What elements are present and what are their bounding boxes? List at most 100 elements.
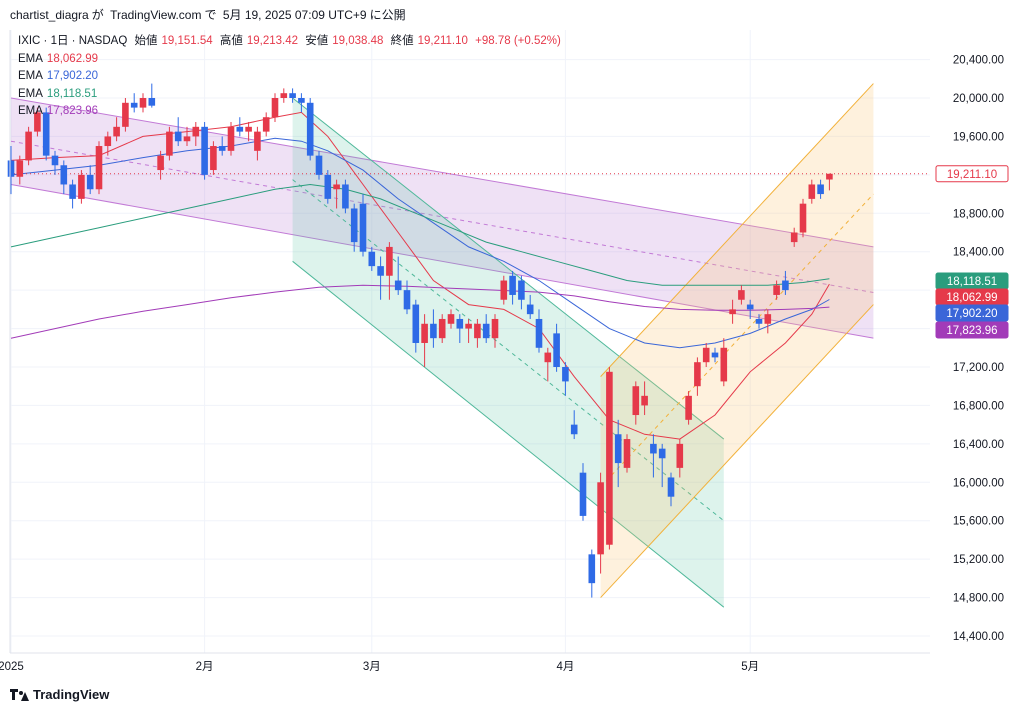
- candle: [676, 439, 684, 478]
- candle-body: [535, 318, 543, 348]
- publish-text: で: [204, 8, 217, 22]
- y-tick-label: 14,800.00: [953, 593, 1004, 605]
- price-tag-label: 17,823.96: [946, 325, 997, 337]
- candle-body: [553, 333, 560, 367]
- candle-body: [262, 117, 270, 132]
- candle-body: [482, 323, 490, 339]
- candle: [632, 381, 640, 425]
- candle: [192, 122, 200, 147]
- y-tick-label: 18,400.00: [953, 247, 1004, 259]
- chart-legend: IXIC · 1日 · NASDAQ 始値 19,151.54 高値 19,213.…: [18, 33, 565, 121]
- candle: [298, 93, 305, 113]
- candle-body: [245, 126, 252, 132]
- candle-body: [368, 251, 376, 267]
- candle-body: [570, 424, 578, 435]
- candle: [755, 314, 763, 329]
- candle: [130, 93, 138, 113]
- channel-mid-line: [10, 140, 874, 294]
- ema-row[interactable]: EMA 18,118.51: [18, 86, 565, 104]
- candle-body: [218, 146, 226, 151]
- candle: [201, 122, 208, 180]
- candle: [350, 203, 358, 252]
- candle: [377, 256, 384, 300]
- candle: [69, 179, 76, 209]
- candle-body: [394, 280, 402, 291]
- candle-body: [298, 98, 305, 103]
- candle-body: [685, 395, 692, 420]
- candle: [570, 410, 578, 440]
- open-label: 始値: [134, 35, 158, 47]
- candle: [183, 126, 191, 147]
- channel-lower-line: [600, 304, 874, 598]
- candle-body: [306, 102, 314, 156]
- candle: [51, 150, 59, 175]
- low-value: 19,038.48: [332, 35, 384, 47]
- open-value: 19,151.54: [161, 35, 213, 47]
- candle-body: [632, 386, 640, 416]
- ema-row[interactable]: EMA 18,062.99: [18, 51, 565, 69]
- candle-body: [588, 554, 596, 584]
- candle: [773, 280, 780, 300]
- candle-body: [711, 352, 719, 358]
- y-tick-label: 15,200.00: [953, 554, 1004, 566]
- candle: [210, 141, 217, 175]
- channel-mid-line: [600, 193, 874, 488]
- candle-body: [702, 347, 710, 363]
- candle: [342, 179, 349, 214]
- candle: [623, 434, 631, 473]
- high-value: 19,213.42: [246, 35, 299, 47]
- candle-body: [518, 280, 525, 300]
- candle-body: [667, 477, 675, 497]
- candle: [746, 299, 754, 319]
- candle-body: [122, 102, 129, 127]
- author-name[interactable]: chartist_diagra: [10, 8, 89, 22]
- candle: [553, 323, 560, 372]
- candle: [658, 443, 666, 488]
- price-tag: 18,118.51: [935, 272, 1009, 290]
- candle-body: [817, 184, 824, 195]
- candle: [95, 141, 103, 195]
- y-tick-label: 17,200.00: [953, 362, 1004, 374]
- candle: [438, 314, 446, 343]
- candle-body: [25, 131, 32, 161]
- candle: [254, 126, 261, 161]
- candle-body: [7, 160, 15, 177]
- candle-body: [333, 184, 340, 190]
- price-tag: 19,211.10: [935, 165, 1009, 183]
- candle: [174, 117, 182, 147]
- candle: [614, 419, 622, 488]
- candle: [606, 367, 613, 550]
- candle-body: [377, 266, 384, 276]
- ema-label: EMA: [18, 70, 43, 82]
- candle: [588, 549, 596, 598]
- ema-value: 17,902.20: [46, 70, 99, 82]
- symbol-label[interactable]: IXIC · 1日 · NASDAQ: [18, 35, 128, 47]
- candle-body: [183, 136, 191, 142]
- candle-body: [350, 208, 358, 243]
- candle: [702, 342, 710, 367]
- tradingview-logo[interactable]: TradingView: [10, 687, 109, 702]
- y-tick-label: 18,800.00: [953, 208, 1004, 220]
- site-name[interactable]: TradingView.com: [110, 8, 202, 22]
- candle-body: [623, 439, 631, 468]
- close-label: 終値: [390, 35, 414, 47]
- candle-body: [474, 323, 481, 339]
- ema-row[interactable]: EMA 17,823.96: [18, 103, 565, 121]
- x-tick-label: 2月: [196, 661, 214, 673]
- candle: [16, 155, 24, 185]
- candle: [579, 463, 587, 521]
- ema-row[interactable]: EMA 17,902.20: [18, 68, 565, 86]
- candle-body: [403, 290, 411, 310]
- channel-upper-line: [10, 97, 874, 248]
- candle-body: [78, 174, 85, 199]
- channel-fill: [292, 98, 724, 608]
- candle-body: [192, 126, 200, 137]
- candle-body: [104, 136, 112, 147]
- candle: [271, 93, 279, 123]
- candle: [25, 126, 32, 166]
- candle-body: [658, 448, 666, 459]
- candle-body: [166, 131, 173, 156]
- candle-body: [236, 126, 244, 132]
- x-tick-label: 2025: [0, 661, 24, 673]
